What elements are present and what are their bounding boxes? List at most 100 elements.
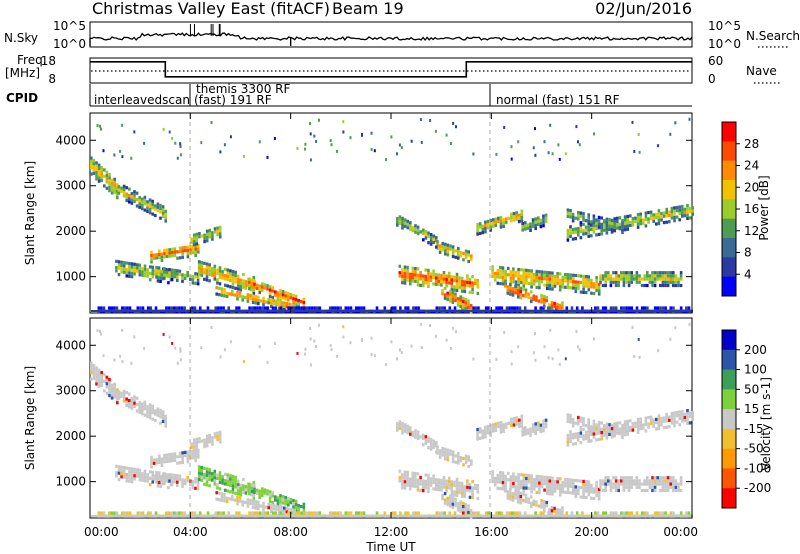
freq-tick-bottom: 8 — [48, 72, 56, 86]
echo-cell-17 — [481, 432, 485, 436]
y-tick-label: 4000 — [55, 133, 86, 147]
echo-cell-16 — [669, 482, 672, 486]
echo-cell-19 — [670, 210, 674, 214]
echo-cell-8 — [238, 291, 242, 295]
echo-cell-9 — [336, 511, 340, 515]
echo-cell-1 — [159, 203, 162, 207]
echo-cell-14 — [540, 273, 544, 277]
echo-cell-9 — [123, 511, 127, 515]
echo-cell-1 — [117, 393, 121, 397]
echo-cell-14 — [493, 476, 497, 481]
echo-cell-17 — [481, 429, 485, 433]
echo-cell-10 — [434, 276, 438, 280]
echo-cell-19 — [577, 435, 580, 439]
echo-cell-14 — [577, 287, 580, 291]
echo-cell-10 — [463, 485, 467, 489]
echo-cell-13 — [403, 218, 407, 222]
echo-cell-3 — [218, 433, 222, 438]
echo-cell-4 — [141, 472, 144, 476]
echo-cell-19 — [681, 211, 684, 215]
echo-cell-18 — [534, 431, 537, 436]
echo-cell-14 — [532, 484, 536, 488]
echo-cell-7 — [248, 287, 251, 291]
echo-cell-14 — [582, 274, 585, 278]
echo-cell-9 — [206, 511, 210, 515]
echo-cell-19 — [673, 219, 676, 223]
echo-cell-9 — [141, 511, 145, 515]
echo-cell-5 — [186, 479, 189, 483]
y-tick-label: 3000 — [55, 179, 86, 193]
echo-cell-9 — [263, 511, 267, 515]
echo-cell-14 — [561, 275, 565, 279]
echo-cell-8 — [254, 298, 257, 302]
echo-cell-10 — [455, 481, 459, 485]
echo-cell-19 — [683, 419, 687, 423]
echo-cell-19 — [629, 419, 632, 423]
noise-cell — [455, 330, 457, 334]
echo-cell-11 — [462, 296, 465, 300]
echo-cell-14 — [587, 278, 591, 282]
noise-cell — [551, 357, 554, 361]
echo-cell-8 — [285, 305, 289, 309]
echo-cell-10 — [476, 484, 480, 488]
echo-cell-11 — [459, 500, 462, 504]
echo-cell-6 — [208, 484, 211, 488]
echo-cell-1 — [143, 208, 147, 212]
echo-cell-15 — [558, 511, 562, 516]
echo-cell-4 — [146, 476, 149, 480]
echo-cell-0 — [108, 390, 111, 394]
echo-cell-3 — [208, 437, 212, 441]
echo-cell-19 — [668, 418, 671, 422]
echo-cell-9 — [193, 306, 197, 310]
noise-cell — [200, 141, 203, 145]
echo-cell-18 — [542, 224, 545, 228]
echo-cell-19 — [574, 435, 577, 439]
echo-cell-12 — [444, 252, 447, 256]
echo-cell-10 — [411, 484, 415, 488]
echo-cell-8 — [223, 492, 226, 497]
noise-cell — [593, 132, 595, 136]
echo-cell-15 — [509, 286, 512, 290]
echo-cell-19 — [647, 220, 650, 224]
echo-cell-5 — [178, 477, 182, 481]
echo-cell-3 — [205, 236, 209, 240]
echo-cell-19 — [670, 421, 674, 425]
echo-cell-16 — [677, 482, 680, 486]
echo-cell-14 — [538, 276, 541, 280]
echo-cell-0 — [97, 166, 101, 170]
echo-cell-9 — [443, 511, 446, 515]
echo-cell-14 — [540, 481, 544, 485]
echo-cell-4 — [143, 475, 147, 480]
noise-cell — [688, 117, 691, 121]
echo-cell-1 — [120, 394, 123, 398]
echo-cell-15 — [532, 297, 536, 301]
echo-cell-19 — [603, 433, 606, 437]
noise-cell — [200, 346, 203, 350]
echo-cell-9 — [510, 306, 514, 310]
echo-cell-10 — [401, 277, 404, 282]
echo-cell-14 — [493, 275, 497, 279]
echo-cell-5 — [176, 272, 179, 276]
echo-cell-4 — [120, 270, 123, 274]
echo-cell-14 — [543, 277, 546, 281]
echo-cell-16 — [664, 488, 667, 493]
echo-cell-20 — [605, 227, 609, 231]
echo-cell-4 — [122, 270, 126, 274]
echo-cell-10 — [398, 476, 402, 480]
noise-cell — [143, 141, 146, 145]
echo-cell-14 — [538, 475, 541, 479]
echo-cell-11 — [464, 301, 468, 305]
nsky-tick-top-right: 10^5 — [708, 19, 741, 33]
echo-cell-10 — [442, 274, 446, 278]
echo-cell-19 — [657, 417, 661, 421]
echo-cell-8 — [233, 293, 237, 297]
echo-cell-16 — [651, 277, 654, 281]
echo-cell-19 — [626, 224, 629, 228]
echo-cell-17 — [517, 421, 521, 425]
echo-cell-8 — [270, 503, 273, 507]
echo-cell-4 — [125, 274, 129, 278]
echo-cell-7 — [258, 492, 261, 496]
echo-cell-9 — [542, 511, 545, 515]
echo-cell-2 — [150, 250, 153, 254]
echo-cell-14 — [545, 277, 549, 281]
